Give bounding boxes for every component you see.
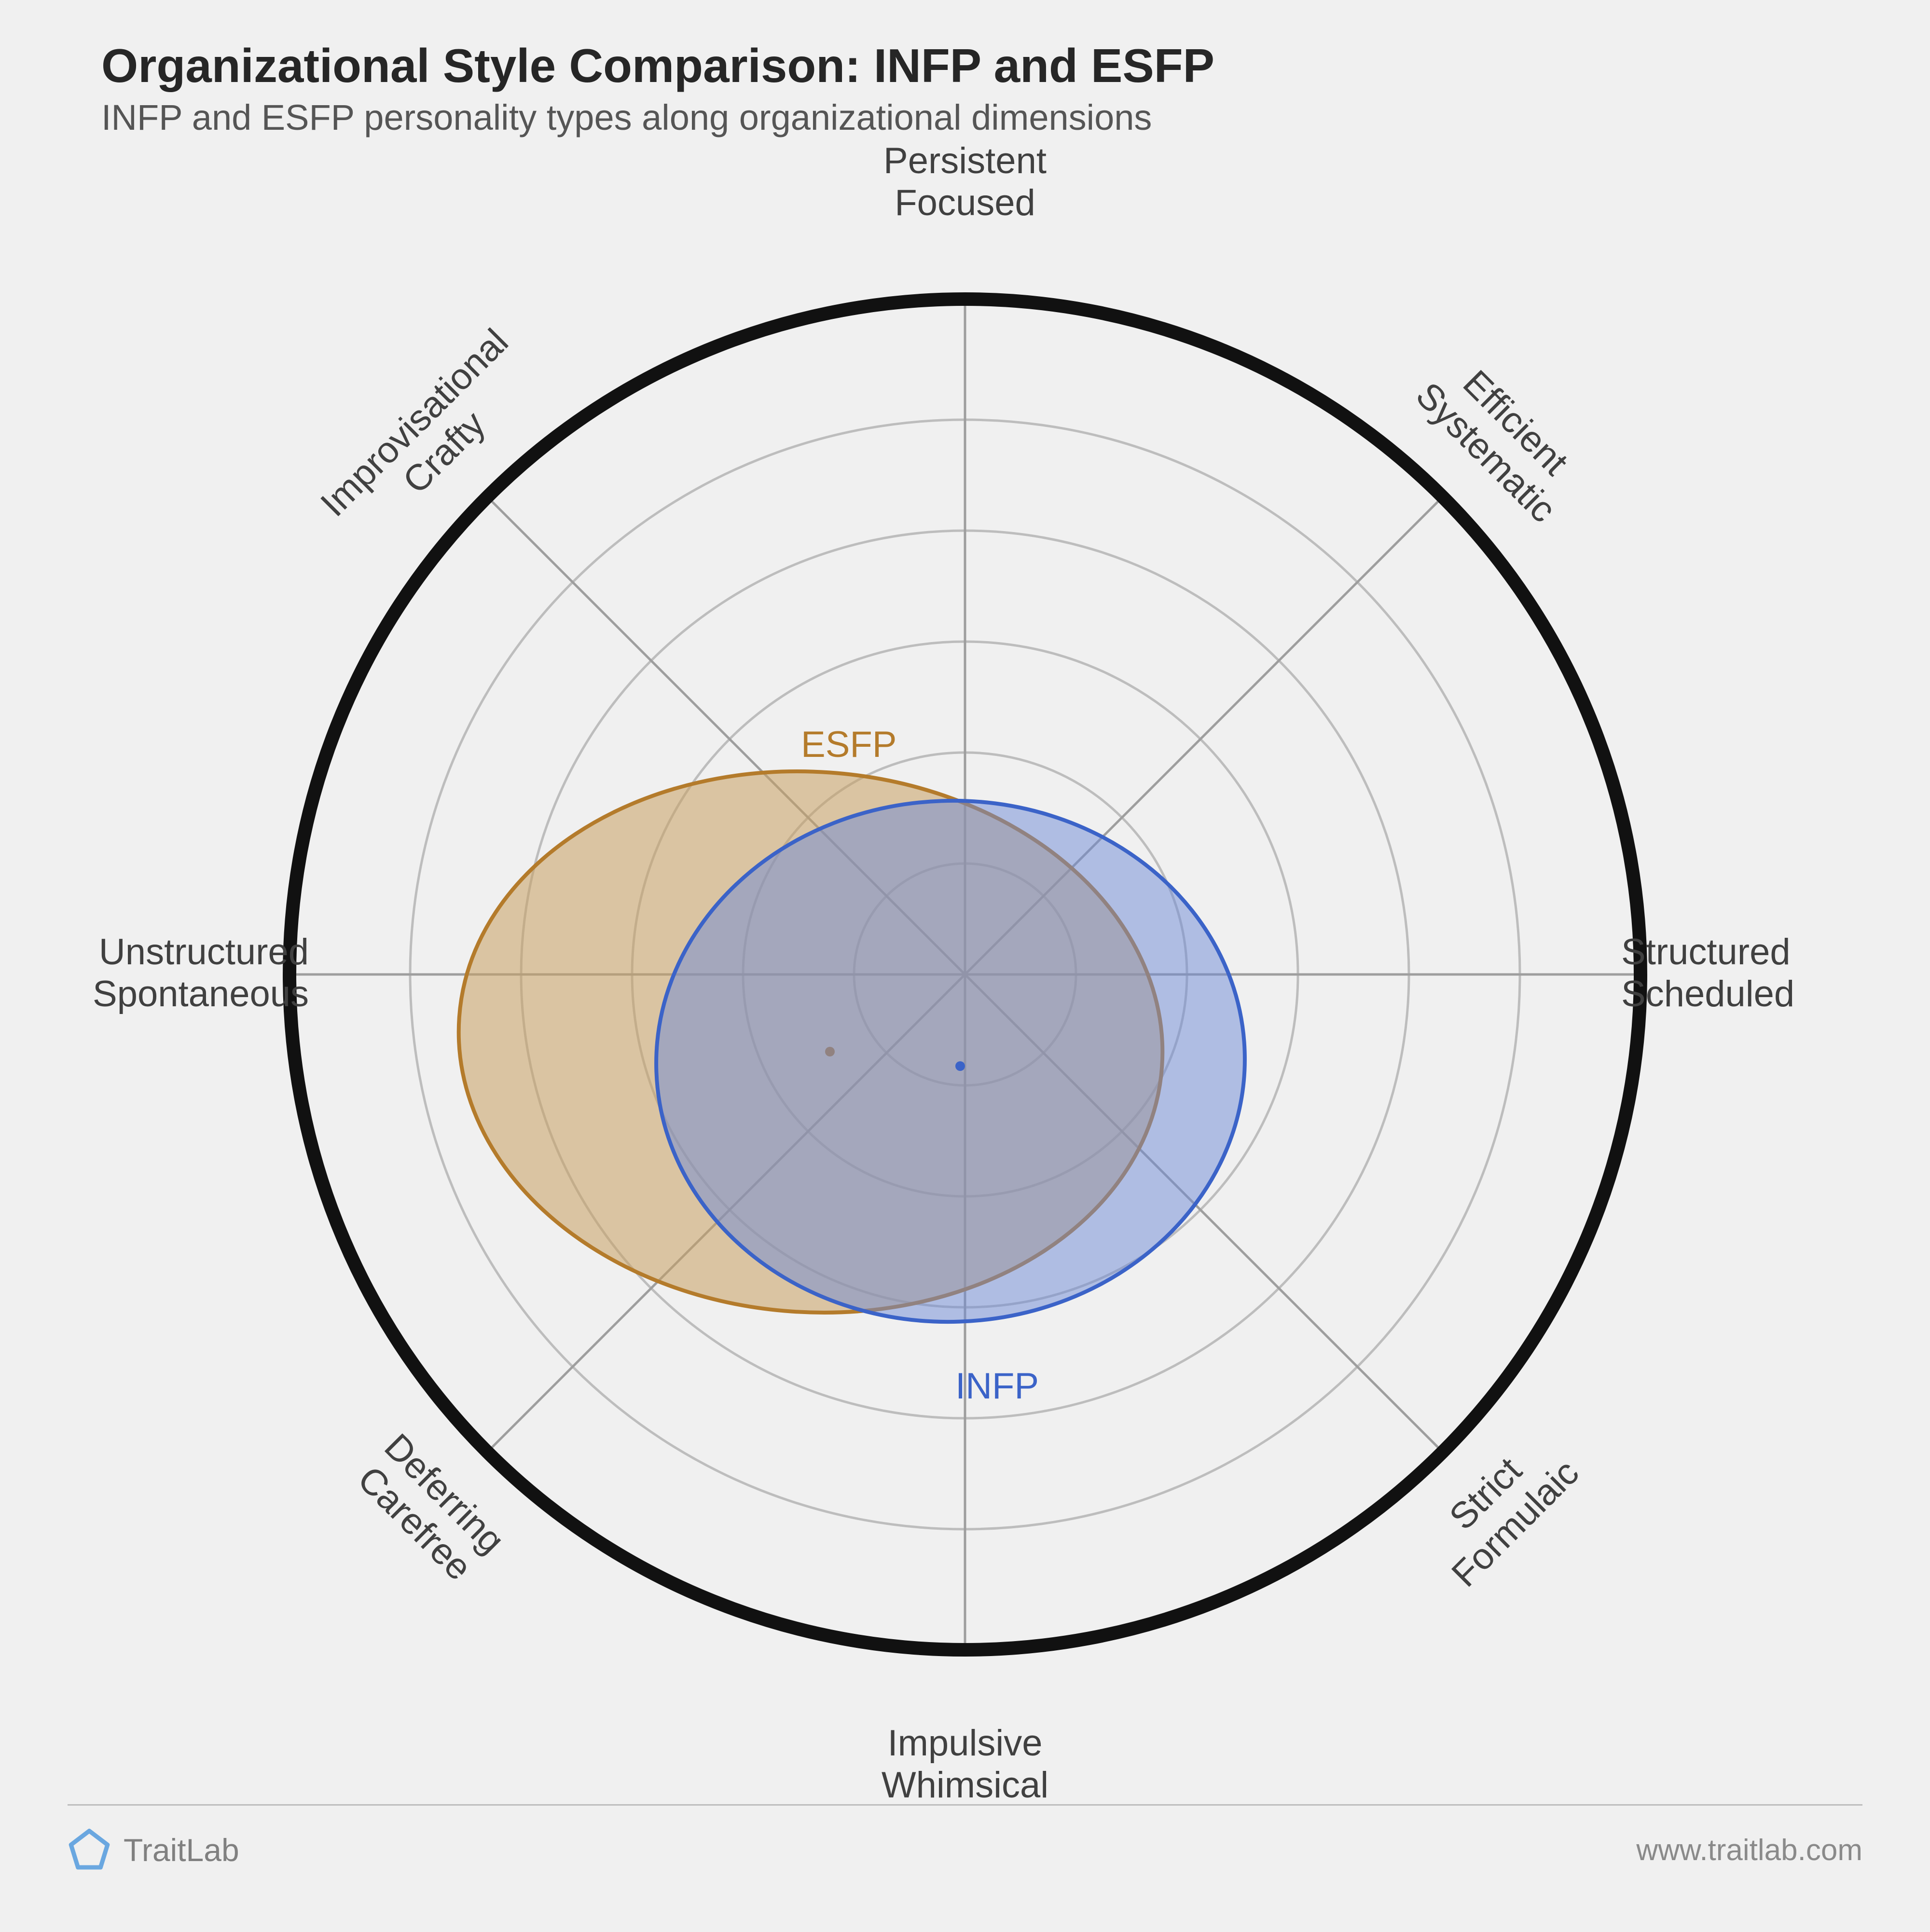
axis-label-line2: Scheduled	[1621, 973, 1794, 1014]
axis-label-line1: Persistent	[883, 140, 1047, 181]
axis-label: PersistentFocused	[796, 140, 1134, 224]
axis-label: StructuredScheduled	[1621, 931, 1930, 1015]
brand-url: www.traitlab.com	[1636, 1833, 1862, 1867]
series-label-esfp: ESFP	[801, 724, 897, 766]
axis-label: ImpulsiveWhimsical	[796, 1722, 1134, 1807]
footer: TraitLab	[68, 1828, 239, 1872]
axis-label-line2: Whimsical	[882, 1765, 1048, 1806]
axis-label-line1: Impulsive	[888, 1723, 1043, 1764]
footer-divider	[68, 1804, 1862, 1806]
axis-label: UnstructuredSpontaneous	[0, 931, 309, 1015]
axis-label-line2: Focused	[895, 182, 1035, 223]
axis-label-line2: Spontaneous	[93, 973, 309, 1014]
page-root: Organizational Style Comparison: INFP an…	[0, 0, 1930, 1930]
brand-name: TraitLab	[124, 1832, 239, 1868]
series-label-infp: INFP	[955, 1365, 1039, 1407]
axis-label-line1: Structured	[1621, 932, 1791, 973]
logo-icon	[68, 1828, 111, 1872]
axis-label-line1: Unstructured	[99, 932, 309, 973]
